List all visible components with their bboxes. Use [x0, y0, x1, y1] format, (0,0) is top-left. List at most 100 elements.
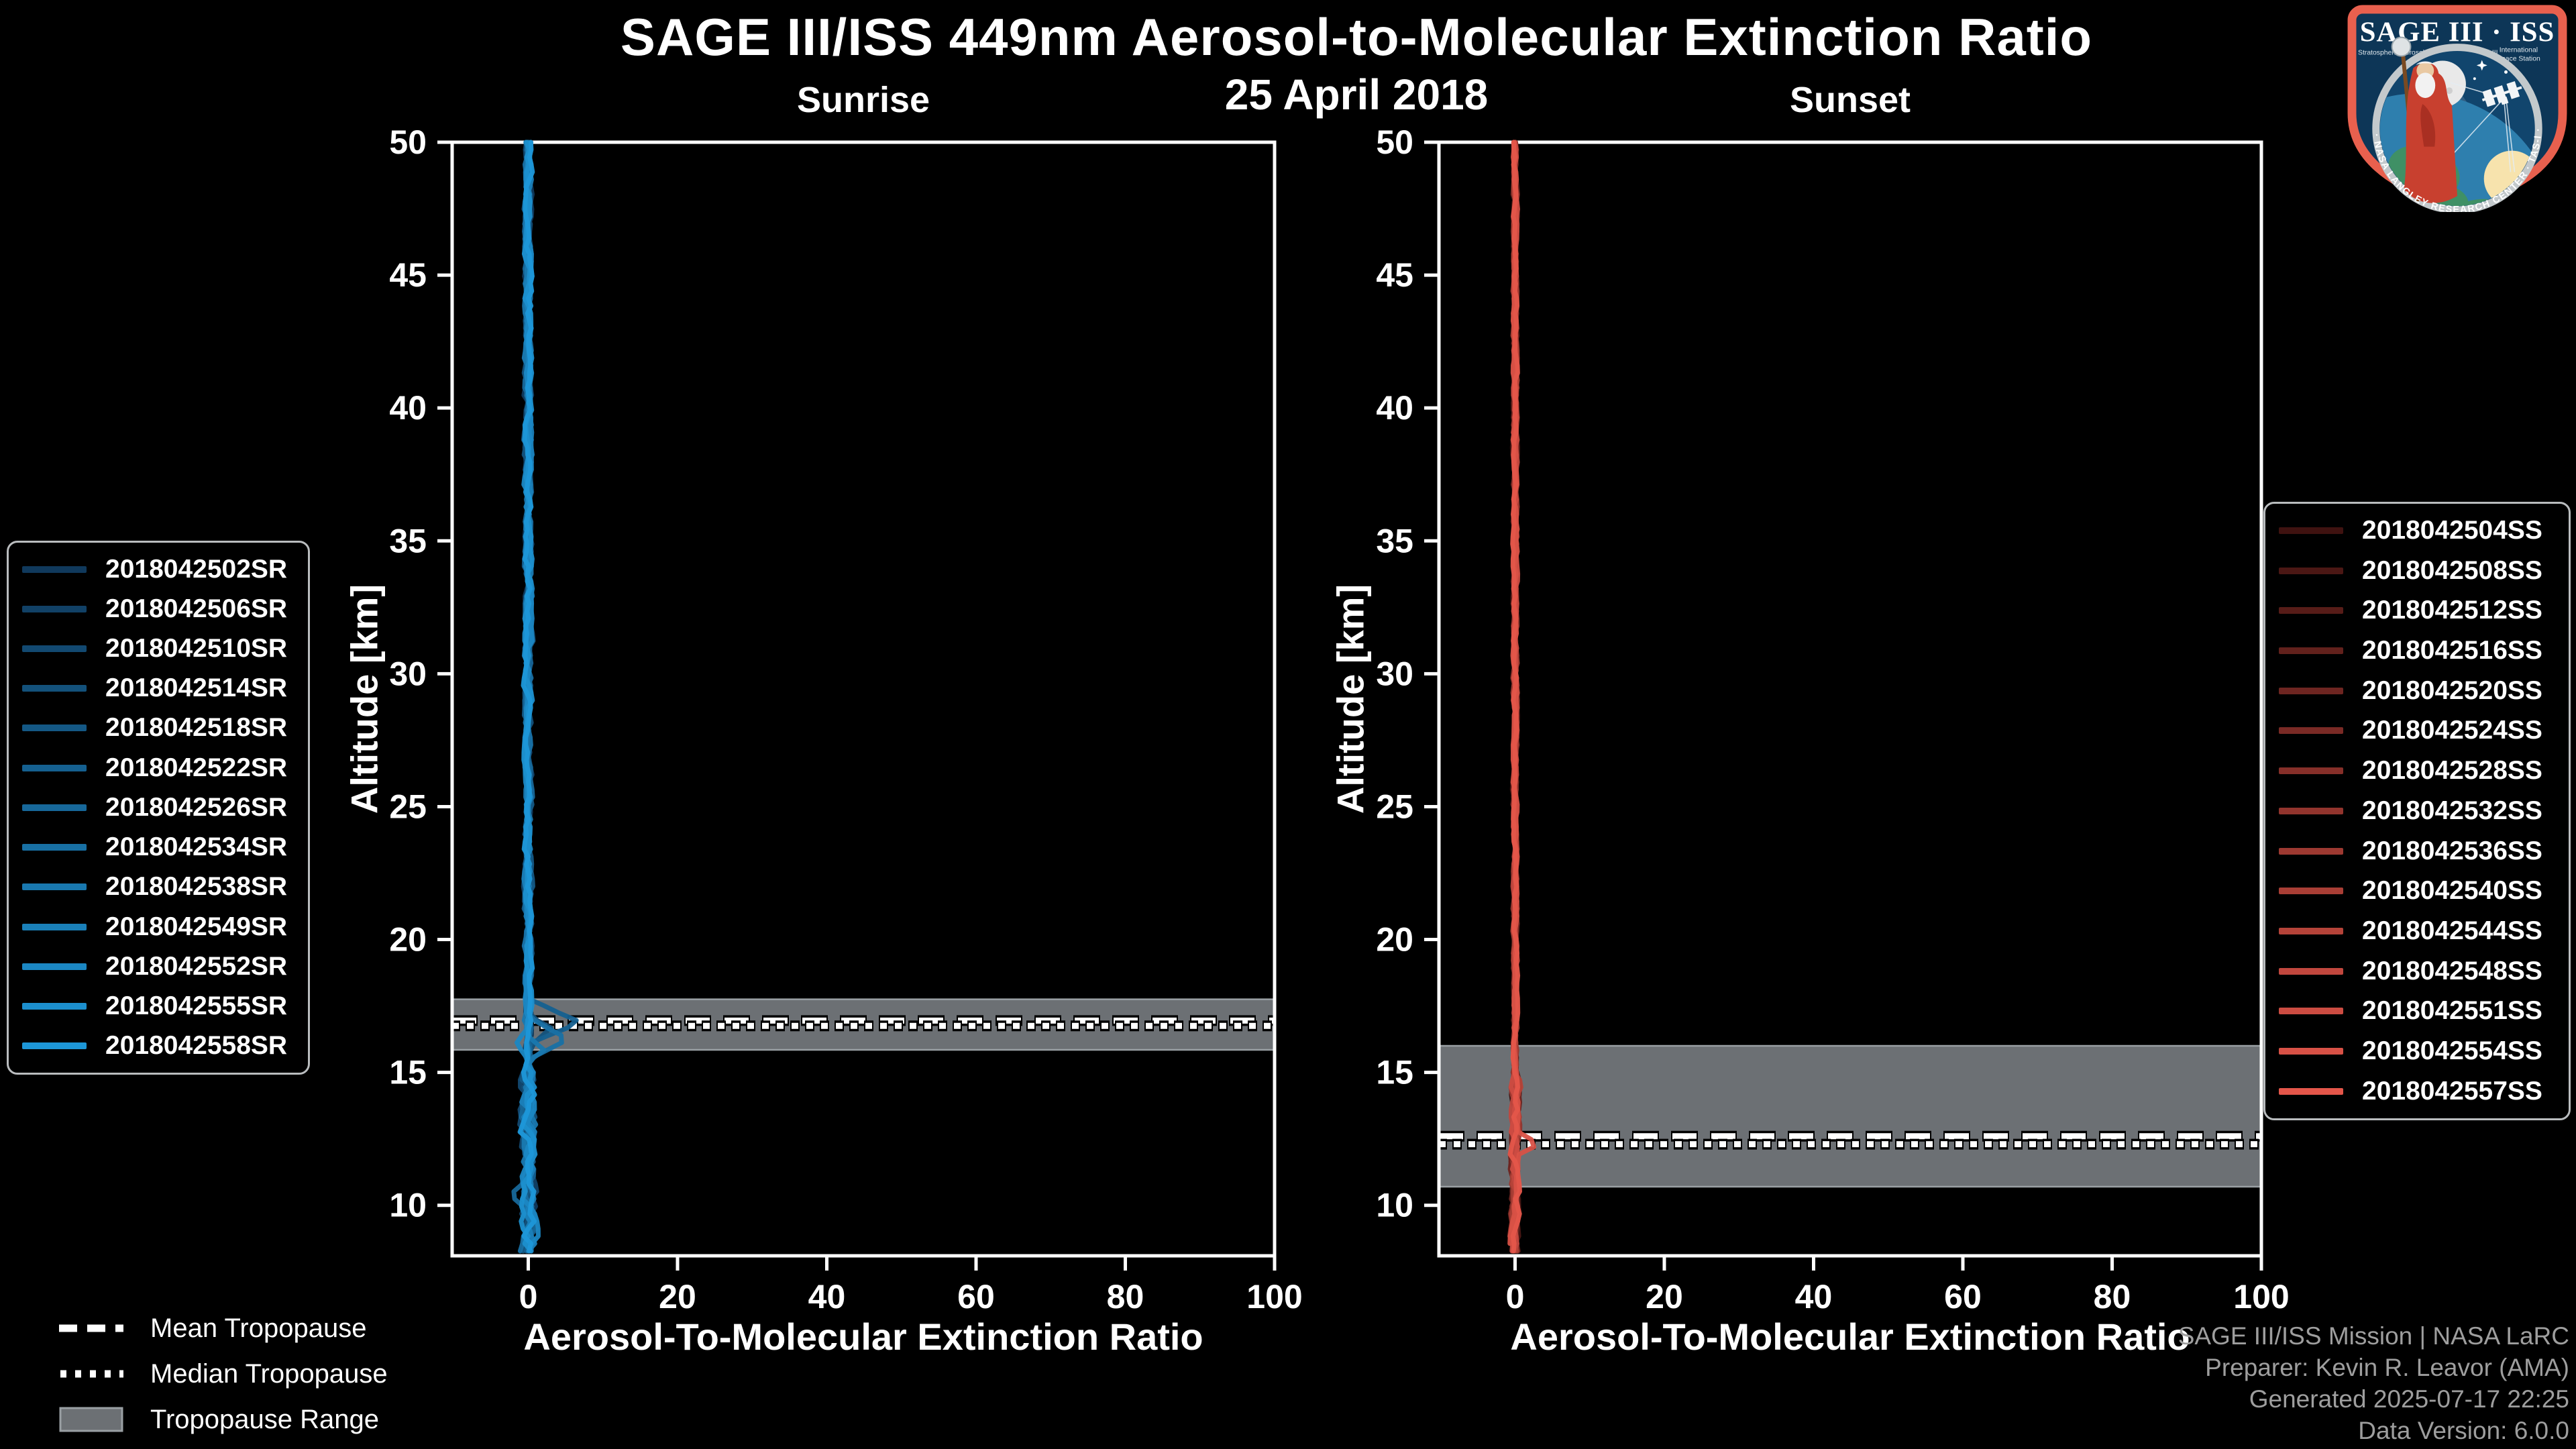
legend-item: 2018042555SR	[22, 991, 294, 1021]
legend-item: 2018042548SS	[2279, 957, 2555, 986]
legend-item: 2018042522SR	[22, 753, 294, 783]
sunset-profile-line-2018042557SS	[1507, 140, 1522, 1254]
sunrise-x-tick-label: 20	[659, 1278, 696, 1316]
sunset-y-tick-label: 35	[1376, 522, 1413, 559]
sunrise-series-group	[511, 140, 579, 1254]
legend-item: 2018042554SS	[2279, 1036, 2555, 1066]
median-tropopause-legend-item: Median Tropopause	[59, 1356, 388, 1391]
sunset-axes-frame	[1437, 140, 2263, 1258]
legend-label: 2018042512SS	[2362, 596, 2542, 625]
legend-item: 2018042557SS	[2279, 1077, 2555, 1106]
legend-label: 2018042506SR	[105, 594, 288, 623]
sunrise-y-tick-label: 15	[389, 1054, 427, 1091]
sunrise-x-tick-label: 40	[808, 1278, 846, 1316]
footer-credits: SAGE III/ISS Mission | NASA LaRC Prepare…	[2178, 1320, 2569, 1446]
legend-label: 2018042554SS	[2362, 1036, 2542, 1066]
legend-line-swatch	[2279, 1048, 2343, 1055]
legend-label: 2018042516SS	[2362, 636, 2542, 665]
legend-item: 2018042524SS	[2279, 716, 2555, 745]
sunset-y-tick-label: 40	[1376, 389, 1413, 427]
legend-line-swatch	[2279, 1008, 2343, 1015]
legend-label: 2018042510SR	[105, 634, 288, 663]
legend-label: 2018042514SR	[105, 674, 288, 703]
sunrise-y-tick-label: 30	[389, 655, 427, 692]
legend-label: 2018042502SR	[105, 554, 288, 584]
legend-item: 2018042502SR	[22, 555, 294, 584]
legend-label: 2018042532SS	[2362, 796, 2542, 825]
legend-line-swatch	[2279, 928, 2343, 935]
legend-item: 2018042538SR	[22, 872, 294, 902]
sunrise-x-tick-label: 60	[957, 1278, 995, 1316]
legend-item: 2018042544SS	[2279, 916, 2555, 946]
legend-line-swatch	[2279, 767, 2343, 775]
legend-item: 2018042512SS	[2279, 596, 2555, 625]
sunset-series-group	[1507, 140, 1537, 1254]
legend-label: 2018042524SS	[2362, 716, 2542, 745]
legend-line-swatch	[22, 605, 87, 612]
sunset-y-tick-label: 45	[1376, 256, 1413, 294]
legend-line-swatch	[2279, 967, 2343, 975]
sunset-x-tick-label: 0	[1506, 1278, 1525, 1316]
sunrise-axes-frame	[450, 140, 1277, 1258]
legend-label: 2018042534SR	[105, 833, 288, 862]
legend-item: 2018042510SR	[22, 634, 294, 663]
legend-item: 2018042506SR	[22, 594, 294, 624]
sunset-tropopause-range-band	[1439, 1046, 2261, 1187]
legend-label: 2018042518SR	[105, 713, 288, 743]
footer-preparer-line: Preparer: Kevin R. Leavor (AMA)	[2205, 1354, 2569, 1381]
mean-tropopause-label: Mean Tropopause	[150, 1313, 367, 1343]
sunset-x-axis-label: Aerosol-To-Molecular Extinction Ratio	[1510, 1316, 2190, 1358]
sunset-y-axis-label: Altitude [km]	[1329, 584, 1372, 814]
tropopause-range-legend-item: Tropopause Range	[59, 1402, 388, 1437]
legend-line-swatch	[22, 724, 87, 732]
legend-label: 2018042558SR	[105, 1031, 288, 1061]
legend-item: 2018042518SR	[22, 713, 294, 743]
sage-iii-iss-mission-patch: SAGE III · ISS Stratospheric Aerosol and…	[2344, 4, 2567, 212]
legend-line-swatch	[2279, 567, 2343, 574]
dashed-line-icon	[59, 1322, 123, 1334]
sunrise-y-tick-label: 40	[389, 389, 427, 427]
sunset-y-tick-label: 15	[1376, 1054, 1413, 1091]
sunset-x-tick-label: 100	[2233, 1278, 2289, 1316]
legend-label: 2018042540SS	[2362, 876, 2542, 906]
legend-label: 2018042555SR	[105, 991, 288, 1021]
legend-label: 2018042508SS	[2362, 555, 2542, 585]
legend-item: 2018042540SS	[2279, 876, 2555, 906]
legend-line-swatch	[2279, 1087, 2343, 1095]
legend-line-swatch	[2279, 647, 2343, 655]
legend-label: 2018042548SS	[2362, 956, 2542, 985]
legend-line-swatch	[2279, 607, 2343, 614]
sunset-panel-title: Sunset	[1789, 80, 1911, 120]
legend-item: 2018042528SS	[2279, 756, 2555, 786]
legend-label: 2018042552SR	[105, 951, 288, 981]
legend-line-swatch	[22, 844, 87, 851]
sunset-y-tick-label: 20	[1376, 921, 1413, 959]
legend-line-swatch	[22, 764, 87, 771]
sunrise-x-axis-label: Aerosol-To-Molecular Extinction Ratio	[523, 1316, 1203, 1358]
legend-label: 2018042544SS	[2362, 916, 2542, 946]
sunset-y-tick-label: 30	[1376, 655, 1413, 692]
sunrise-y-tick-label: 10	[389, 1187, 427, 1224]
legend-line-swatch	[22, 963, 87, 970]
tropopause-range-label: Tropopause Range	[150, 1404, 379, 1434]
sunrise-y-axis-label: Altitude [km]	[343, 584, 386, 814]
sunrise-y-tick-label: 35	[389, 522, 427, 559]
legend-item: 2018042504SS	[2279, 516, 2555, 545]
sunset-y-tick-label: 50	[1376, 123, 1413, 161]
father-time-figure	[2391, 36, 2457, 203]
patch-title: SAGE III · ISS	[2360, 17, 2555, 48]
sunrise-y-tick-label: 50	[389, 123, 427, 161]
tropopause-legend: Mean Tropopause Median Tropopause Tropop…	[59, 1311, 388, 1437]
sunrise-y-tick-label: 20	[389, 921, 427, 959]
legend-line-swatch	[2279, 527, 2343, 534]
sunset-x-tick-label: 20	[1646, 1278, 1683, 1316]
sunset-x-tick-label: 40	[1795, 1278, 1833, 1316]
sunrise-profile-line-2018042558SR	[517, 140, 537, 1254]
legend-item: 2018042551SS	[2279, 996, 2555, 1026]
legend-item: 2018042520SS	[2279, 676, 2555, 706]
sunrise-panel-title: Sunrise	[796, 80, 930, 120]
legend-label: 2018042528SS	[2362, 756, 2542, 786]
footer-version-line: Data Version: 6.0.0	[2358, 1417, 2569, 1444]
